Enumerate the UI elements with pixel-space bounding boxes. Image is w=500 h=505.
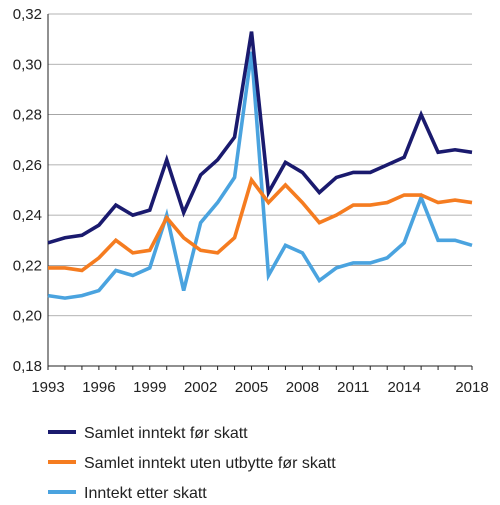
series-line-3 [47, 51, 473, 300]
x-tick-label: 2002 [184, 379, 217, 396]
legend-label: Samlet inntekt uten utbytte før skatt [84, 455, 336, 472]
y-tick-label: 0,20 [13, 308, 42, 325]
y-tick-label: 0,26 [13, 157, 42, 174]
y-tick-label: 0,18 [13, 358, 42, 375]
series-line-1 [47, 31, 473, 245]
axes [47, 14, 473, 370]
x-tick-label: 2005 [235, 379, 268, 396]
y-tick-label: 0,28 [13, 107, 42, 124]
y-tick-labels: 0,18 0,20 0,22 0,24 0,26 0,28 0,30 0,32 [13, 6, 42, 375]
legend: Samlet inntekt før skatt Samlet inntekt u… [48, 425, 336, 502]
x-tick-label: 1996 [82, 379, 115, 396]
legend-label: Samlet inntekt før skatt [84, 425, 248, 442]
x-tick-label: 2014 [387, 379, 420, 396]
series-lines [47, 31, 473, 300]
y-tick-label: 0,22 [13, 257, 42, 274]
series-line-2 [48, 175, 473, 273]
x-tick-label: 2008 [286, 379, 319, 396]
y-tick-label: 0,24 [13, 207, 42, 224]
legend-label: Inntekt etter skatt [84, 485, 207, 502]
x-tick-labels: 1993 1996 1999 2002 2005 2008 2011 2014 2018 [31, 379, 488, 396]
x-tick-label: 1993 [31, 379, 64, 396]
x-tick-label: 1999 [133, 379, 166, 396]
x-tick-label: 2018 [455, 379, 488, 396]
y-tick-label: 0,30 [13, 56, 42, 73]
x-tick-label: 2011 [337, 379, 369, 396]
y-tick-label: 0,32 [13, 6, 42, 23]
